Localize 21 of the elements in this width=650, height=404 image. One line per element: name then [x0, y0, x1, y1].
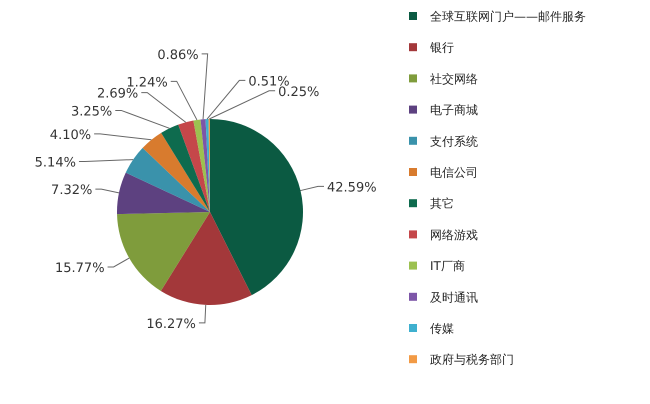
legend-label: 电信公司: [430, 166, 478, 180]
data-label: 16.27%: [146, 316, 196, 332]
legend-label: 传媒: [430, 322, 454, 336]
legend-label: 政府与税务部门: [430, 352, 514, 367]
legend-label: IT厂商: [430, 259, 465, 274]
legend-label: 支付系统: [430, 134, 478, 148]
data-label: 5.14%: [34, 155, 76, 170]
legend-label: 社交网络: [430, 72, 478, 86]
legend-label: 银行: [429, 40, 454, 55]
legend-label: 其它: [430, 196, 454, 211]
data-label: 42.59%: [327, 180, 377, 196]
data-label: 7.32%: [51, 183, 92, 198]
legend-label: 及时通讯: [430, 290, 478, 304]
legend-label: 全球互联网门户——邮件服务: [430, 10, 586, 24]
data-label: 2.69%: [96, 86, 138, 102]
legend-label: 电子商城: [430, 103, 478, 118]
data-label: 3.25%: [70, 104, 112, 120]
data-label: 4.10%: [50, 128, 92, 143]
data-label: 15.77%: [55, 260, 105, 276]
data-label: 0.86%: [157, 48, 199, 63]
legend-label: 网络游戏: [430, 228, 478, 242]
